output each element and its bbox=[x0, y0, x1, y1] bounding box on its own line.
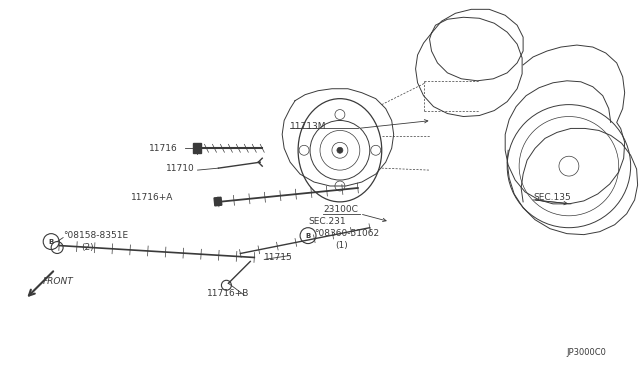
Text: B: B bbox=[49, 238, 54, 244]
Text: 11715: 11715 bbox=[264, 253, 293, 262]
Text: °08158-8351E: °08158-8351E bbox=[63, 231, 128, 240]
Bar bbox=[193, 143, 200, 153]
Circle shape bbox=[337, 147, 343, 153]
Text: 11710: 11710 bbox=[166, 164, 195, 173]
Text: 11716: 11716 bbox=[148, 144, 177, 153]
Text: °08360-51062: °08360-51062 bbox=[314, 229, 379, 238]
Text: SEC.231: SEC.231 bbox=[308, 217, 346, 226]
Text: 11713M: 11713M bbox=[290, 122, 326, 131]
Text: 23100C: 23100C bbox=[323, 205, 358, 214]
Text: B: B bbox=[305, 232, 310, 238]
Text: (1): (1) bbox=[335, 241, 348, 250]
Text: 11716+A: 11716+A bbox=[131, 193, 173, 202]
Text: FRONT: FRONT bbox=[44, 277, 74, 286]
Text: SEC.135: SEC.135 bbox=[533, 193, 571, 202]
Text: JP3000C0: JP3000C0 bbox=[567, 348, 607, 357]
Text: (2): (2) bbox=[81, 243, 93, 252]
Text: 11716+B: 11716+B bbox=[207, 289, 249, 298]
Bar bbox=[214, 197, 222, 206]
